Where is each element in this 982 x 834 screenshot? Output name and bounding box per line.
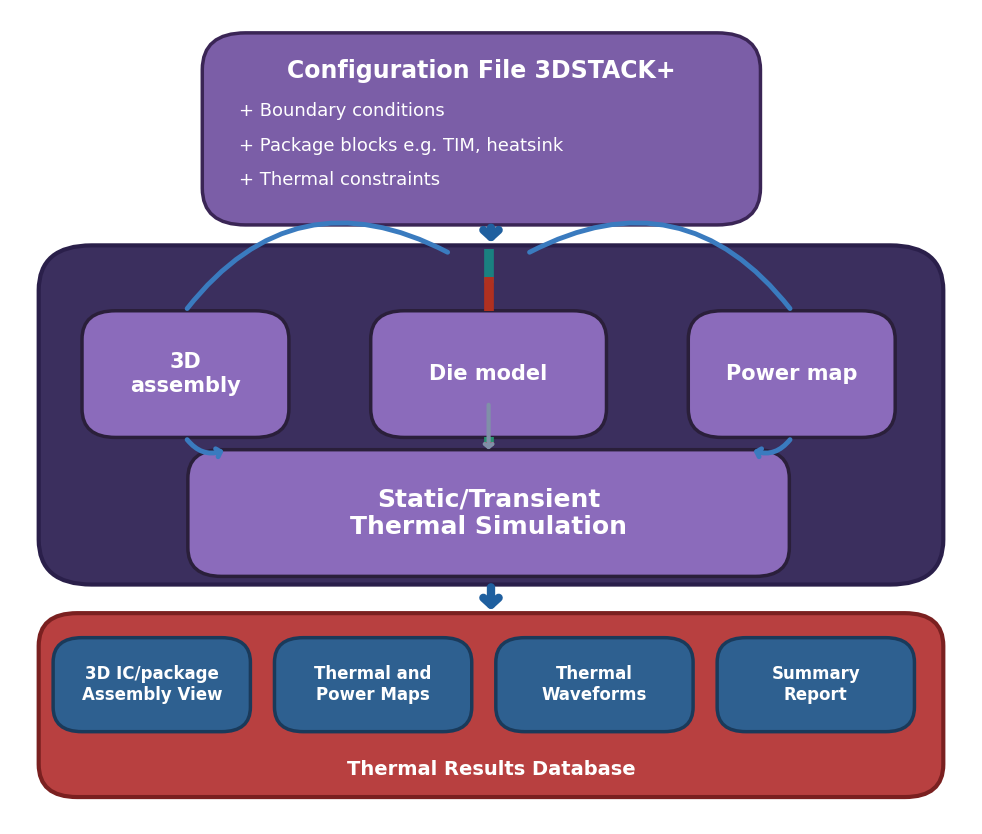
FancyBboxPatch shape bbox=[53, 638, 250, 731]
Text: Power map: Power map bbox=[726, 364, 857, 384]
Text: 3D
assembly: 3D assembly bbox=[130, 353, 241, 395]
FancyBboxPatch shape bbox=[188, 450, 790, 576]
Text: Thermal Results Database: Thermal Results Database bbox=[347, 760, 635, 779]
FancyBboxPatch shape bbox=[38, 613, 944, 797]
Text: + Package blocks e.g. TIM, heatsink: + Package blocks e.g. TIM, heatsink bbox=[239, 137, 563, 154]
Text: Thermal and
Power Maps: Thermal and Power Maps bbox=[314, 666, 432, 704]
Text: 3D IC/package
Assembly View: 3D IC/package Assembly View bbox=[82, 666, 222, 704]
Text: Die model: Die model bbox=[429, 364, 548, 384]
Text: + Thermal constraints: + Thermal constraints bbox=[239, 171, 440, 189]
FancyBboxPatch shape bbox=[202, 33, 760, 225]
Text: + Boundary conditions: + Boundary conditions bbox=[239, 103, 445, 120]
FancyBboxPatch shape bbox=[82, 311, 289, 437]
FancyBboxPatch shape bbox=[274, 638, 471, 731]
FancyBboxPatch shape bbox=[717, 638, 914, 731]
FancyBboxPatch shape bbox=[370, 311, 607, 437]
FancyBboxPatch shape bbox=[496, 638, 693, 731]
Text: Configuration File 3DSTACK+: Configuration File 3DSTACK+ bbox=[287, 59, 676, 83]
FancyBboxPatch shape bbox=[688, 311, 896, 437]
Text: Thermal
Waveforms: Thermal Waveforms bbox=[542, 666, 647, 704]
Text: Static/Transient
Thermal Simulation: Static/Transient Thermal Simulation bbox=[351, 487, 627, 539]
FancyBboxPatch shape bbox=[38, 245, 944, 585]
Text: Summary
Report: Summary Report bbox=[772, 666, 860, 704]
